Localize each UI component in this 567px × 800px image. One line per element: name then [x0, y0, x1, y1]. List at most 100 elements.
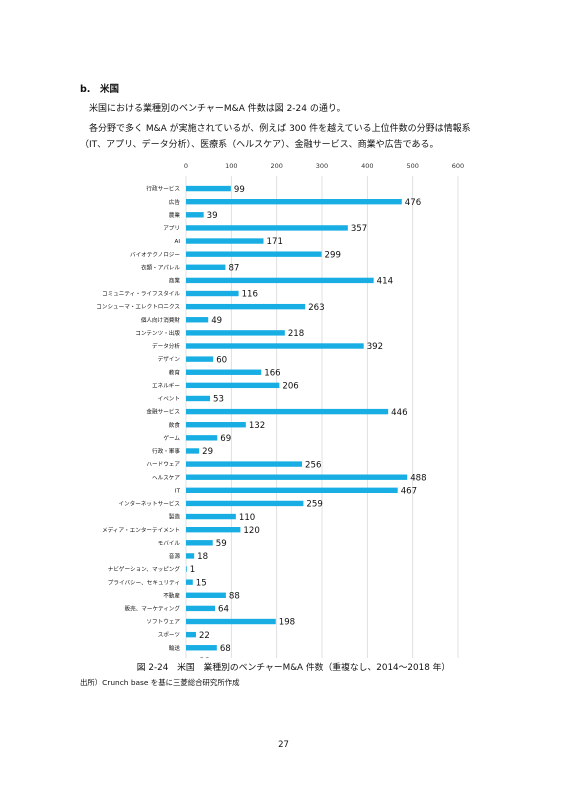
section-title: 米国 [100, 84, 120, 95]
category-label: 旅行 [169, 657, 181, 658]
category-label: 製造 [169, 513, 181, 521]
source-note: 出所）Crunch base を基に三菱総合研究所作成 [80, 678, 240, 687]
bar [186, 408, 389, 415]
category-label: 個人向け消費財 [141, 316, 181, 324]
category-label: データ分析 [152, 342, 180, 350]
category-label: スポーツ [158, 631, 181, 639]
value-label: 446 [391, 408, 407, 418]
category-label: 教育 [169, 368, 181, 376]
bar [186, 251, 322, 257]
bar [186, 303, 306, 310]
bar [186, 225, 348, 231]
category-label: 金融サービス [146, 408, 180, 416]
x-tick-labels: 0 100 200 300 400 500 600 [184, 162, 464, 170]
category-label: 農業 [169, 211, 181, 219]
bar [186, 592, 226, 598]
bar [186, 579, 193, 585]
bar [186, 238, 264, 244]
value-label: 166 [264, 368, 280, 378]
category-label: 輸送 [169, 644, 181, 652]
x-tick-label: 300 [316, 162, 328, 170]
category-label: エネルギー [152, 382, 180, 389]
x-tick-label: 100 [225, 162, 237, 170]
bar [186, 264, 226, 270]
category-label: バイオテクノロジー [130, 251, 180, 258]
value-label: 476 [405, 198, 421, 208]
value-label: 357 [351, 224, 367, 234]
section-heading: b. 米国 [80, 81, 119, 95]
bar [186, 343, 364, 349]
value-label: 22 [199, 631, 210, 641]
value-label: 49 [211, 316, 222, 326]
value-label: 488 [410, 473, 426, 483]
category-label: メディア・エンターテイメント [102, 526, 180, 534]
category-label: コンシューマ・エレクトロニクス [96, 304, 180, 311]
x-tick-label: 400 [361, 162, 373, 170]
category-label: 不動産 [163, 591, 180, 599]
x-tick-label: 600 [452, 162, 464, 170]
value-label: 1 [190, 565, 195, 575]
value-label: 99 [234, 185, 245, 195]
value-label: 64 [218, 605, 229, 615]
value-label: 116 [242, 290, 258, 300]
category-label: コンテンツ・出版 [135, 329, 180, 337]
x-tick-label: 0 [184, 162, 188, 170]
bar [186, 605, 216, 612]
category-label: 衣類・アパレル [141, 263, 180, 271]
bar [186, 461, 303, 467]
bar [186, 356, 214, 362]
bar [186, 500, 304, 507]
category-label: イベント [158, 396, 180, 403]
page-number: 27 [278, 740, 289, 750]
category-label: コミュニティ・ライフスタイル [102, 290, 180, 298]
category-label: 行政サービス [146, 185, 180, 193]
value-label: 171 [267, 237, 283, 247]
value-label: 299 [325, 250, 341, 260]
category-label: ゲーム [163, 434, 180, 442]
value-label: 414 [377, 277, 393, 287]
value-label: 259 [306, 500, 322, 510]
value-label: 110 [239, 513, 255, 523]
value-label: 218 [288, 329, 304, 339]
bar [186, 317, 209, 323]
bar [186, 618, 276, 625]
bar [186, 435, 218, 441]
bar [186, 487, 398, 494]
bar [186, 330, 285, 336]
category-label: 行政・軍事 [152, 447, 180, 455]
bar [186, 553, 195, 559]
value-label: 23 [199, 657, 210, 658]
value-label: 69 [220, 434, 231, 444]
bar [186, 526, 241, 533]
category-label: 販売、マーケティング [125, 605, 181, 613]
x-tick-label: 200 [270, 162, 282, 170]
category-label: IT [175, 488, 181, 494]
value-label: 198 [279, 618, 295, 628]
category-label: プライバシー、セキュリティ [108, 579, 180, 586]
bar [186, 382, 280, 389]
category-label: 音源 [169, 552, 181, 560]
value-label: 59 [216, 539, 227, 549]
value-label: 39 [207, 211, 218, 221]
bar [186, 422, 246, 428]
section-number: b. [80, 84, 91, 95]
value-label: 15 [196, 578, 207, 588]
value-label: 53 [213, 395, 224, 405]
category-label: ソフトウェア [146, 618, 180, 626]
bar [186, 395, 211, 402]
category-label: AI [175, 239, 181, 245]
bars [186, 185, 408, 651]
paragraph-2: 各分野で多く M&A が実施されているが、例えば 300 件を越えている上位件数… [80, 124, 471, 150]
value-label: 392 [367, 342, 383, 352]
value-label: 467 [401, 487, 417, 497]
bar [186, 631, 196, 638]
bar [186, 185, 231, 192]
bar [186, 513, 236, 520]
bar [186, 290, 239, 297]
category-label: 商業 [169, 277, 181, 285]
grid-lines [185, 176, 459, 658]
value-label: 120 [243, 526, 259, 536]
value-label: 87 [228, 263, 239, 273]
value-label: 68 [220, 644, 231, 654]
